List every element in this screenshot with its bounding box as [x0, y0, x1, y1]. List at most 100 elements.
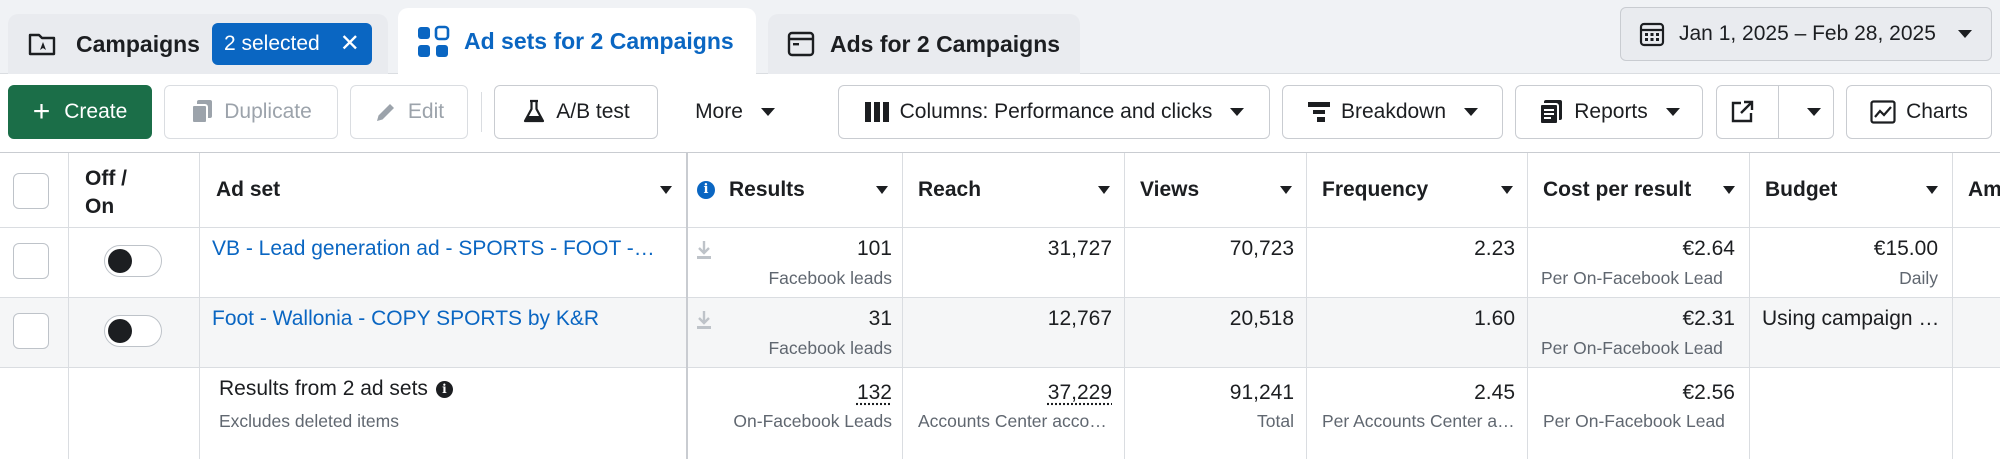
tab-adsets-label: Ad sets for 2 Campaigns: [464, 28, 734, 55]
sort-chevron-icon[interactable]: [1723, 186, 1735, 194]
col-divider: [199, 153, 200, 459]
row-divider: [0, 297, 2000, 298]
pencil-icon: [374, 100, 398, 124]
tab-ads[interactable]: Ads for 2 Campaigns: [768, 14, 1080, 74]
reports-dropdown[interactable]: Reports: [1515, 85, 1703, 139]
duplicate-icon: [190, 99, 214, 125]
col-header-cost-per-result[interactable]: Cost per result: [1543, 153, 1749, 226]
adset-status-toggle[interactable]: [104, 245, 162, 277]
col-header-results[interactable]: i Results: [697, 153, 902, 226]
budget-value: €15.00: [1874, 237, 1938, 261]
total-reach-value[interactable]: 37,229: [1048, 381, 1112, 405]
col-divider: [68, 153, 69, 459]
breakdown-icon: [1307, 101, 1331, 123]
results-value: 101: [857, 237, 892, 261]
total-views-value: 91,241: [1230, 381, 1294, 405]
total-cost-per-result-value: €2.56: [1682, 381, 1735, 405]
sort-chevron-icon[interactable]: [1501, 186, 1513, 194]
flask-icon: [522, 99, 546, 125]
col-divider: [1306, 153, 1307, 459]
col-header-off-on[interactable]: Off / On: [85, 153, 195, 226]
col-header-amount-spent[interactable]: Am: [1968, 153, 2000, 226]
col-header-budget[interactable]: Budget: [1765, 153, 1952, 226]
chevron-down-icon[interactable]: [1807, 108, 1821, 116]
plus-icon: +: [33, 97, 51, 127]
total-views-type: Total: [1144, 411, 1294, 432]
tab-campaigns-label: Campaigns: [76, 31, 200, 58]
external-link-icon[interactable]: [1730, 100, 1754, 124]
views-value: 70,723: [1230, 237, 1294, 261]
more-dropdown[interactable]: More: [680, 85, 790, 139]
row-checkbox[interactable]: [13, 313, 49, 349]
sort-chevron-icon[interactable]: [1098, 186, 1110, 194]
col-divider: [1952, 153, 1953, 459]
frequency-value: 2.23: [1474, 237, 1515, 261]
edit-button[interactable]: Edit: [350, 85, 468, 139]
date-range-picker[interactable]: Jan 1, 2025 – Feb 28, 2025: [1620, 7, 1992, 61]
chevron-down-icon: [1958, 30, 1972, 38]
adset-name-link[interactable]: VB - Lead generation ad - SPORTS - FOOT …: [212, 237, 660, 261]
download-icon: [694, 309, 714, 331]
sort-chevron-icon[interactable]: [1280, 186, 1292, 194]
sort-chevron-icon[interactable]: [876, 186, 888, 194]
total-cost-per-result-type: Per On-Facebook Lead: [1543, 411, 1737, 432]
breakdown-dropdown[interactable]: Breakdown: [1282, 85, 1503, 139]
info-icon[interactable]: i: [697, 181, 715, 199]
sort-chevron-icon[interactable]: [660, 186, 672, 194]
duplicate-button[interactable]: Duplicate: [164, 85, 338, 139]
cost-per-result-value: €2.31: [1682, 307, 1735, 331]
col-header-views[interactable]: Views: [1140, 153, 1306, 226]
tab-ads-label: Ads for 2 Campaigns: [830, 31, 1060, 58]
total-results-value[interactable]: 132: [857, 381, 892, 405]
cost-per-result-value: €2.64: [1682, 237, 1735, 261]
adsets-grid-icon: [416, 25, 450, 59]
chevron-down-icon: [1666, 108, 1680, 116]
adset-name-link[interactable]: Foot - Wallonia - COPY SPORTS by K&R: [212, 307, 662, 331]
selected-count-badge[interactable]: 2 selected ✕: [212, 23, 372, 65]
frequency-value: 1.60: [1474, 307, 1515, 331]
cost-per-result-type: Per On-Facebook Lead: [1541, 268, 1735, 289]
total-results-type: On-Facebook Leads: [692, 411, 892, 432]
columns-dropdown[interactable]: Columns: Performance and clicks: [838, 85, 1270, 139]
calendar-icon: [1639, 21, 1665, 47]
sort-chevron-icon[interactable]: [1926, 186, 1938, 194]
select-all-checkbox[interactable]: [13, 173, 49, 209]
col-header-reach[interactable]: Reach: [918, 153, 1124, 226]
col-divider: [1527, 153, 1528, 459]
col-header-frequency[interactable]: Frequency: [1322, 153, 1527, 226]
results-type: Facebook leads: [712, 268, 892, 289]
row-divider: [0, 367, 2000, 368]
chart-icon: [1870, 100, 1896, 124]
reach-value: 31,727: [1048, 237, 1112, 261]
ab-test-button[interactable]: A/B test: [494, 85, 658, 139]
col-divider: [1124, 153, 1125, 459]
results-type: Facebook leads: [712, 338, 892, 359]
view-tabs-bar: Campaigns 2 selected ✕ Ad sets for 2 Cam…: [0, 0, 2000, 74]
charts-button[interactable]: Charts: [1846, 85, 1992, 139]
create-button[interactable]: + Create: [8, 85, 152, 139]
col-header-ad-set[interactable]: Ad set: [216, 153, 686, 226]
adset-status-toggle[interactable]: [104, 315, 162, 347]
col-divider: [902, 153, 903, 459]
tab-campaigns[interactable]: Campaigns 2 selected ✕: [8, 14, 388, 74]
clear-selection-icon[interactable]: ✕: [340, 32, 360, 56]
reports-icon: [1538, 99, 1564, 125]
adsets-table: Off / On Ad set i Results Reach Views Fre…: [0, 152, 2000, 459]
info-icon[interactable]: i: [436, 381, 453, 398]
reach-value: 12,767: [1048, 307, 1112, 331]
toolbar-divider: [481, 92, 482, 132]
tab-adsets[interactable]: Ad sets for 2 Campaigns: [398, 8, 756, 75]
campaigns-folder-icon: [26, 28, 58, 60]
row-checkbox[interactable]: [13, 243, 49, 279]
ads-window-icon: [786, 29, 816, 59]
total-frequency-type: Per Accounts Center account: [1322, 411, 1518, 432]
col-divider: [686, 153, 688, 459]
col-divider: [1749, 153, 1750, 459]
total-reach-type: Accounts Center accounts: [918, 411, 1116, 432]
columns-icon: [864, 101, 890, 123]
chevron-down-icon: [1464, 108, 1478, 116]
summary-subtitle: Excludes deleted items: [219, 411, 399, 432]
views-value: 20,518: [1230, 307, 1294, 331]
export-split-button[interactable]: [1716, 85, 1834, 139]
date-range-label: Jan 1, 2025 – Feb 28, 2025: [1679, 22, 1936, 46]
